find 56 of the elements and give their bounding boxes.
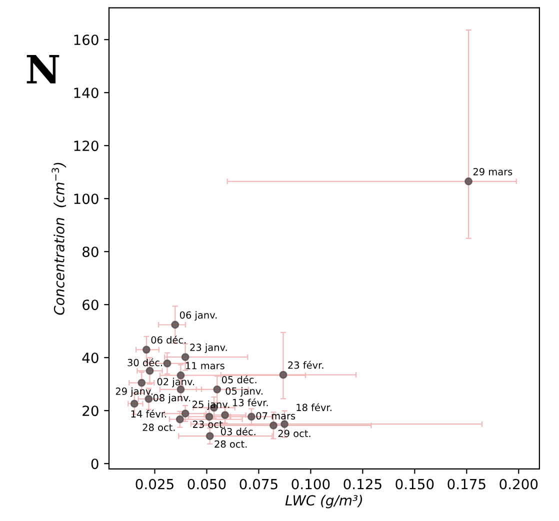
x-tick-label: 0.050 — [188, 478, 226, 490]
annotation: 28 oct. — [214, 440, 247, 448]
y-tick-label: 80 — [82, 246, 98, 258]
point — [206, 432, 214, 440]
annotation: 07 mars — [256, 412, 296, 420]
annotation: 08 janv. — [153, 394, 190, 404]
point — [213, 385, 222, 394]
annotation: 29 janv. — [116, 387, 153, 397]
point — [464, 177, 472, 186]
annotation: 18 févr. — [296, 403, 332, 412]
annotation: 05 déc. — [222, 375, 256, 384]
annotation: 25 janv. — [192, 400, 230, 410]
point — [146, 366, 154, 375]
x-axis-title: LWC (g/m³) — [285, 494, 362, 508]
annotation: 23 févr. — [288, 360, 324, 369]
point — [270, 421, 278, 430]
annotation: 23 janv. — [190, 344, 227, 353]
annotation: 28 oct. — [142, 424, 175, 432]
point — [280, 420, 288, 428]
y-tick-label: 0 — [91, 458, 98, 470]
text: N — [26, 55, 60, 84]
y-tick-label: 120 — [74, 140, 98, 152]
y-tick-label: 100 — [74, 194, 98, 204]
annotation: 29 mars — [473, 168, 512, 176]
point — [279, 370, 288, 379]
point — [171, 320, 180, 329]
y-tick-label: 160 — [74, 34, 98, 46]
x-tick-label: 0.200 — [500, 478, 538, 490]
point — [181, 353, 190, 362]
y-tick-label: 40 — [82, 352, 98, 364]
x-tick-label: 0.150 — [396, 478, 434, 490]
annotation: 03 déc. — [220, 427, 256, 436]
annotation: 23 oct. — [192, 420, 225, 428]
y-tick-label: 20 — [82, 406, 98, 416]
y-tick-label: 140 — [74, 88, 98, 98]
annotation: 11 mars — [186, 362, 224, 370]
annotation: 06 déc. — [151, 336, 186, 344]
point — [163, 359, 172, 368]
x-tick-label: 0.075 — [240, 478, 278, 490]
annotation: 05 janv. — [226, 387, 262, 397]
x-tick-label: 0.175 — [448, 478, 486, 490]
point — [142, 346, 150, 354]
annotation: 30 déc. — [128, 358, 162, 366]
x-tick-label: 0.025 — [136, 478, 174, 490]
x-tick-label: 0.100 — [292, 478, 330, 490]
annotation: 13 févr. — [233, 398, 268, 406]
x-tick-label: 0.125 — [344, 478, 382, 490]
y-tick-label: 60 — [82, 300, 98, 310]
point — [130, 400, 138, 408]
point — [138, 378, 146, 387]
annotation: 06 janv. — [180, 311, 217, 321]
annotation: 14 févr. — [131, 410, 166, 418]
annotation: 02 janv. — [157, 378, 194, 388]
annotation: 29 oct. — [278, 430, 310, 438]
y-axis-title: Concentration (cm$^{−3}$) — [52, 162, 66, 315]
point — [176, 415, 184, 424]
